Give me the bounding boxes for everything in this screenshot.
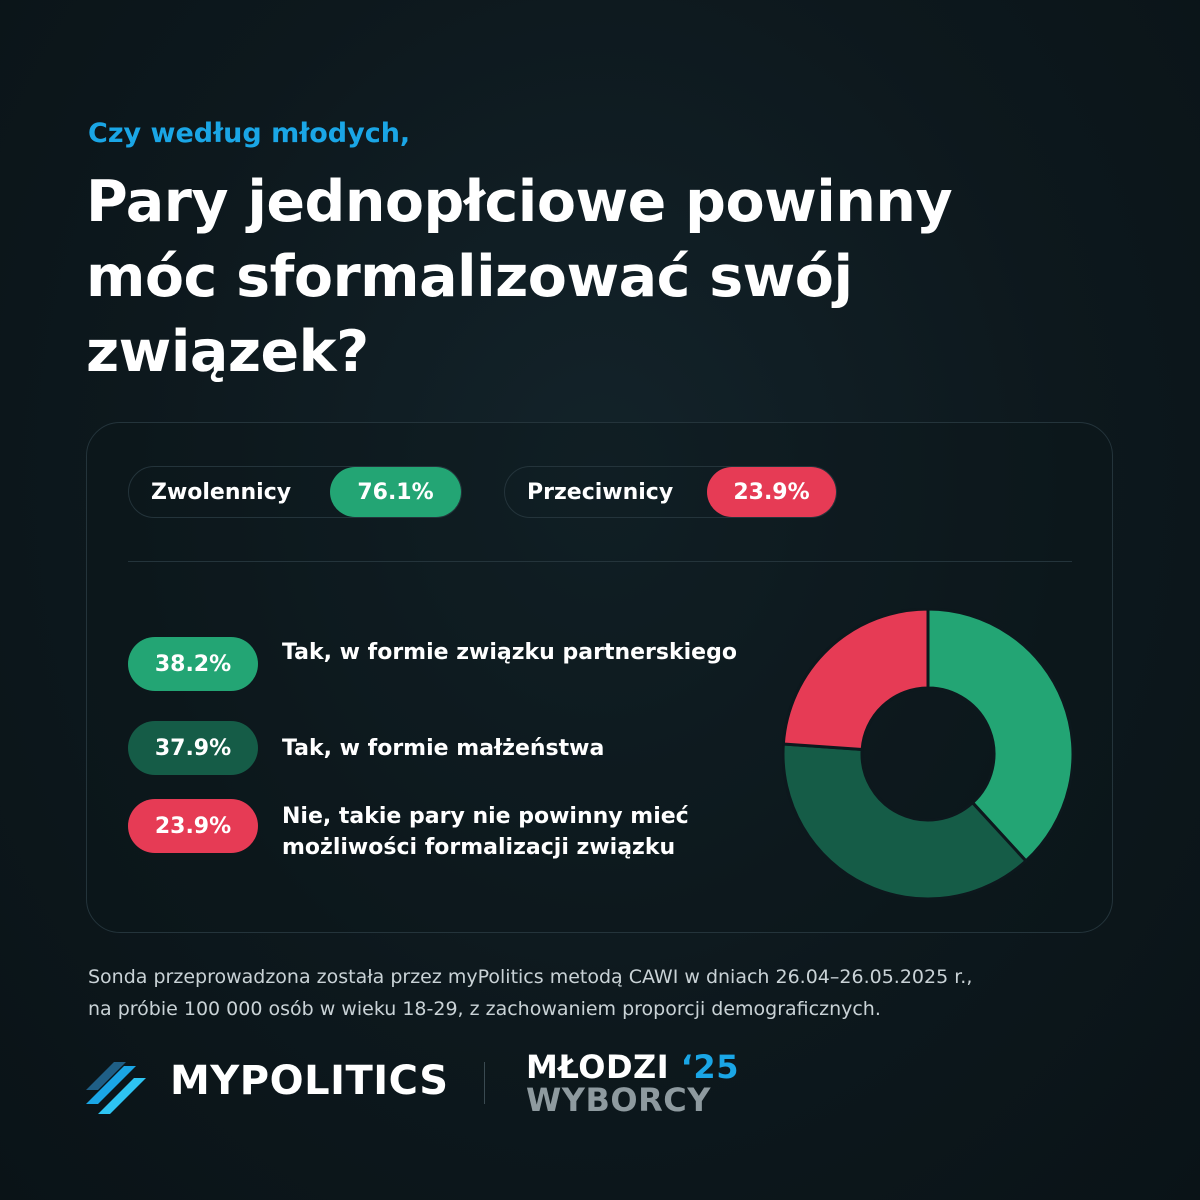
kicker-text: Czy według młodych, (88, 118, 411, 149)
opponents-label: Przeciwnicy (527, 480, 674, 505)
supporters-label: Zwolennicy (151, 480, 292, 505)
mypolitics-logo-icon (86, 1062, 146, 1114)
donut-chart (782, 608, 1074, 900)
legend-label-marriage: Tak, w formie małżeństwa (282, 736, 605, 761)
panel-divider (128, 561, 1072, 562)
donut-slice-1 (926, 608, 1074, 864)
donut-slice-2 (782, 742, 1029, 900)
legend-badge-partnership: 38.2% (128, 637, 258, 691)
methodology-line-1: Sonda przeprowadzona została przez myPol… (88, 966, 973, 988)
year-text: ‘25 (680, 1048, 739, 1086)
mlodzi-text: MŁODZI (526, 1048, 670, 1086)
opponents-value: 23.9% (707, 467, 836, 517)
supporters-pill: Zwolennicy 76.1% (128, 466, 462, 518)
legend-badge-against: 23.9% (128, 799, 258, 853)
page-title: Pary jednopłciowe powinny móc sformalizo… (86, 169, 953, 385)
logo-separator (484, 1062, 485, 1104)
methodology-line-2: na próbie 100 000 osób w wieku 18-29, z … (88, 998, 881, 1020)
donut-slice-3 (782, 608, 930, 752)
mlodzi-wyborcy-logo-line1: MŁODZI ‘25 (526, 1048, 739, 1086)
supporters-value: 76.1% (330, 467, 461, 517)
legend-badge-marriage: 37.9% (128, 721, 258, 775)
mlodzi-wyborcy-logo-line2: WYBORCY (526, 1081, 711, 1119)
legend-label-against: Nie, takie pary nie powinny mieć możliwo… (282, 804, 689, 860)
mypolitics-logo-text: MYPOLITICS (170, 1058, 449, 1104)
opponents-pill: Przeciwnicy 23.9% (504, 466, 837, 518)
methodology-note: Sonda przeprowadzona została przez myPol… (88, 961, 1128, 1025)
legend-label-partnership: Tak, w formie związku partnerskiego (282, 640, 737, 665)
